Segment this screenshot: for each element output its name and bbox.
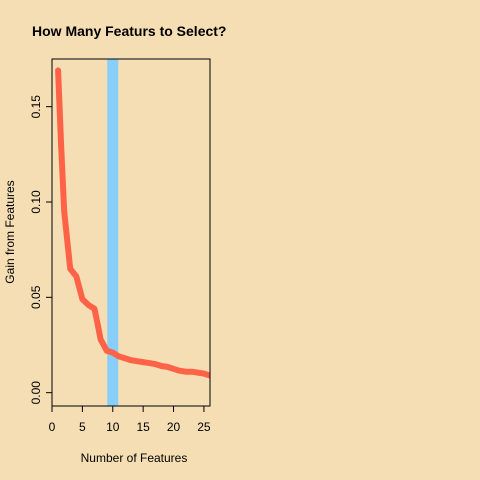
x-tick-label-20: 20 xyxy=(167,420,181,434)
chart-title: How Many Featurs to Select? xyxy=(32,23,226,39)
y-tick-label-3: 0.15 xyxy=(29,95,43,119)
x-tick-label-0: 0 xyxy=(49,420,56,434)
series-line-0 xyxy=(55,67,210,379)
plot-area xyxy=(55,59,210,406)
y-tick-label-2: 0.10 xyxy=(29,190,43,214)
x-tick-label-25: 25 xyxy=(197,420,211,434)
y-axis: 0.00 0.05 0.10 0.15 xyxy=(29,95,52,405)
x-tick-label-15: 15 xyxy=(136,420,150,434)
plot-frame xyxy=(51,58,211,407)
x-tick-label-10: 10 xyxy=(106,420,120,434)
y-tick-label-0: 0.00 xyxy=(29,381,43,405)
x-axis: 0 5 10 15 20 25 xyxy=(49,406,211,434)
y-axis-label: Gain from Features xyxy=(3,180,17,283)
y-tick-label-1: 0.05 xyxy=(29,285,43,309)
x-tick-label-5: 5 xyxy=(79,420,86,434)
x-axis-label: Number of Features xyxy=(81,451,188,465)
